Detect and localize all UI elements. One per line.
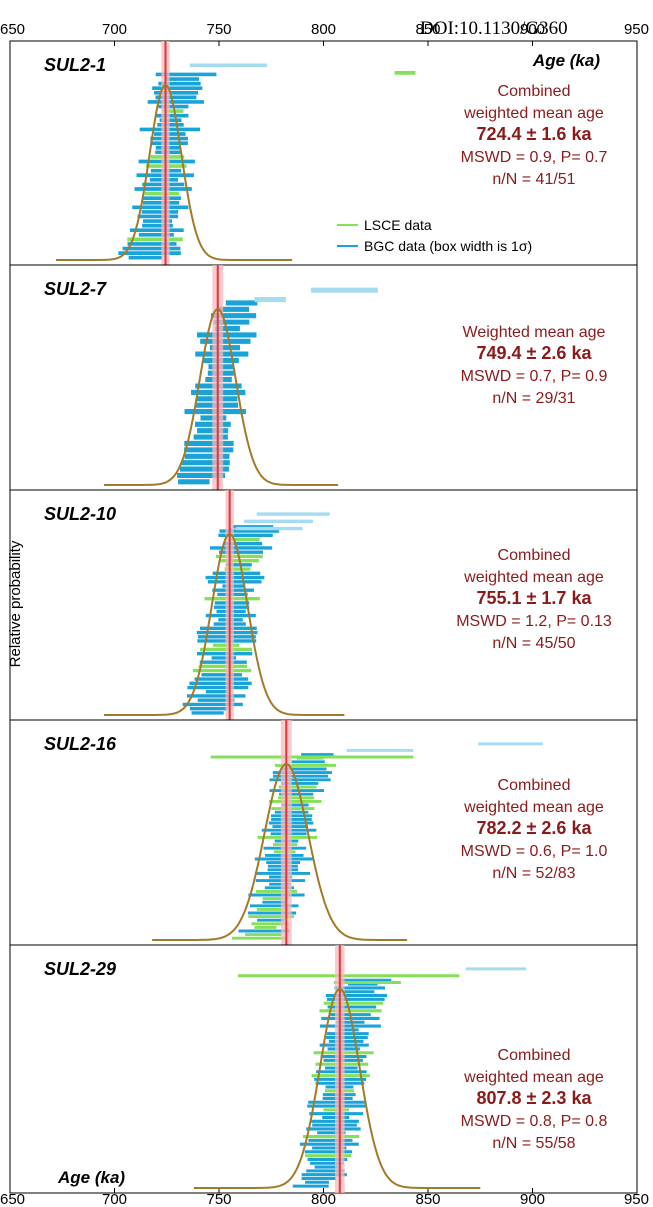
top-tick-label: 700 xyxy=(102,21,127,38)
bottom-tick-label: 700 xyxy=(102,1191,127,1207)
annotation-line: 807.8 ± 2.3 ka xyxy=(477,1088,593,1108)
probability-density-curve xyxy=(104,532,345,716)
annotation-line: 724.4 ± 1.6 ka xyxy=(477,124,593,144)
legend-bgc-label: BGC data (box width is 1σ) xyxy=(364,238,532,254)
probability-density-curve xyxy=(56,83,293,261)
annotation-line: MSWD = 1.2, P= 0.13 xyxy=(456,613,612,630)
annotation-line: weighted mean age xyxy=(463,105,604,122)
annotation-line: n/N = 45/50 xyxy=(492,635,575,652)
annotation-line: n/N = 52/83 xyxy=(492,865,575,882)
top-tick-label: 800 xyxy=(311,21,336,38)
panel-sul2-10: SUL2-10 Combined weighted mean age 755.1 ± … xyxy=(9,489,638,721)
annotation-line: MSWD = 0.9, P= 0.7 xyxy=(461,149,608,166)
annotation-line: Combined xyxy=(498,777,571,794)
legend-lsce-label: LSCE data xyxy=(364,217,432,233)
annotation-line: 755.1 ± 1.7 ka xyxy=(477,588,593,608)
top-tick-label: 650 xyxy=(0,21,25,38)
annotation-line: weighted mean age xyxy=(463,1069,604,1086)
top-tick-label: 900 xyxy=(520,21,545,38)
bottom-axis-label: Age (ka) xyxy=(57,1168,125,1187)
bottom-tick-label: 900 xyxy=(520,1191,545,1207)
top-tick-label: 750 xyxy=(206,21,231,38)
sample-label: SUL2-10 xyxy=(44,504,116,524)
annotation-line: Combined xyxy=(498,1047,571,1064)
top-tick-label: 850 xyxy=(415,21,440,38)
annotation-line: weighted mean age xyxy=(463,569,604,586)
annotation-line: MSWD = 0.8, P= 0.8 xyxy=(461,1113,608,1130)
bottom-tick-label: 950 xyxy=(624,1191,649,1207)
annotation-line: Combined xyxy=(498,547,571,564)
bottom-tick-label: 850 xyxy=(415,1191,440,1207)
panels: SUL2-1 Combined weighted mean age 724.4 ± 1… xyxy=(9,40,638,1194)
y-axis-label: Relative probability xyxy=(7,540,24,667)
legend: LSCE data BGC data (box width is 1σ) xyxy=(337,217,532,254)
annotation-line: Weighted mean age xyxy=(463,324,606,341)
bottom-tick-label: 750 xyxy=(206,1191,231,1207)
annotation-line: n/N = 55/58 xyxy=(492,1135,575,1152)
panel-sul2-29: SUL2-29 Combined weighted mean age 807.8 ± … xyxy=(9,944,638,1194)
annotation-line: 782.2 ± 2.6 ka xyxy=(477,818,593,838)
annotation-line: weighted mean age xyxy=(463,799,604,816)
panel-sul2-1: SUL2-1 Combined weighted mean age 724.4 ± 1… xyxy=(9,40,638,266)
bottom-tick-label: 800 xyxy=(311,1191,336,1207)
panel-sul2-16: SUL2-16 Combined weighted mean age 782.2 ± … xyxy=(9,719,638,946)
sample-label: SUL2-1 xyxy=(44,55,106,75)
annotation-line: n/N = 29/31 xyxy=(492,390,575,407)
sample-label: SUL2-16 xyxy=(44,734,117,754)
annotation-line: MSWD = 0.7, P= 0.9 xyxy=(461,368,608,385)
annotation-line: MSWD = 0.6, P= 1.0 xyxy=(461,843,608,860)
top-axis-label: Age (ka) xyxy=(532,51,600,70)
top-tick-label: 950 xyxy=(624,21,649,38)
annotation-line: n/N = 41/51 xyxy=(492,171,575,188)
doi-header: DOI:10.1130/G360 xyxy=(420,18,568,39)
panel-frame xyxy=(9,944,638,1194)
probability-density-curve xyxy=(152,762,408,941)
panel-sul2-7: SUL2-7 Weighted mean age 749.4 ± 2.6 ka MSW… xyxy=(9,264,638,491)
bottom-tick-label: 650 xyxy=(0,1191,25,1207)
annotation-line: Combined xyxy=(498,83,571,100)
bottom-axis-ticks: 650 700 750 800 850 900 950 xyxy=(0,1188,649,1207)
sample-label: SUL2-7 xyxy=(44,279,107,299)
probability-density-curve xyxy=(104,307,339,486)
annotation-line: 749.4 ± 2.6 ka xyxy=(477,343,593,363)
sample-label: SUL2-29 xyxy=(44,959,116,979)
top-axis-ticks: 650 700 750 800 850 900 950 xyxy=(0,21,649,46)
probability-density-curve xyxy=(193,987,481,1189)
